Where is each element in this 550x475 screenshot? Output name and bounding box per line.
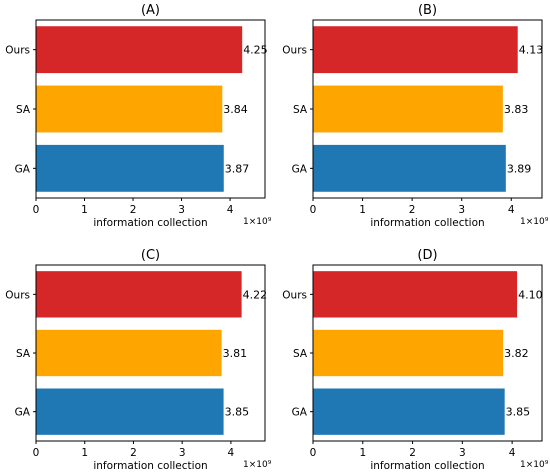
- chart-title: (B): [418, 3, 437, 18]
- bar-sa: [36, 330, 222, 376]
- y-tick-label: SA: [16, 104, 31, 116]
- x-tick-label: 1: [81, 447, 88, 459]
- bar-ours: [313, 271, 517, 317]
- y-tick-label: Ours: [5, 45, 30, 57]
- x-tick-label: 3: [179, 447, 186, 459]
- x-tick-label: 4: [508, 204, 515, 216]
- x-tick-label: 4: [227, 204, 234, 216]
- x-tick-label: 2: [130, 204, 137, 216]
- x-tick-label: 0: [310, 204, 317, 216]
- chart-title: (C): [141, 248, 160, 263]
- data-label-ga: 3.85: [225, 406, 250, 419]
- x-tick-label: 4: [228, 447, 235, 459]
- data-label-ga: 3.85: [506, 406, 531, 419]
- data-label-sa: 3.81: [223, 347, 248, 360]
- data-label-ours: 4.13: [519, 44, 544, 57]
- x-tick-label: 0: [33, 204, 40, 216]
- y-tick-label: SA: [16, 348, 31, 360]
- data-label-ours: 4.22: [243, 288, 268, 301]
- y-tick-label: GA: [292, 163, 308, 175]
- x-tick-label: 2: [409, 204, 416, 216]
- data-label-sa: 3.82: [504, 347, 529, 360]
- bar-ga: [313, 145, 506, 192]
- bar-sa: [313, 330, 503, 376]
- data-label-ga: 3.89: [507, 162, 532, 175]
- x-tick-label: 4: [509, 447, 516, 459]
- bar-ga: [36, 388, 224, 434]
- chart-panel-0: (A) 4.25 Ours 3.84 SA 3.87 GA 0 1 2 3 4 information …: [5, 3, 271, 229]
- bar-ours: [36, 271, 242, 317]
- x-axis-label: information collection: [370, 460, 484, 472]
- x-axis-label: information collection: [370, 217, 484, 229]
- chart-title: (D): [417, 248, 437, 263]
- x-tick-label: 0: [310, 447, 317, 459]
- x-tick-label: 1: [359, 204, 366, 216]
- data-label-ours: 4.10: [518, 288, 543, 301]
- bar-ours: [313, 26, 518, 73]
- x-tick-label: 2: [409, 447, 416, 459]
- chart-panel-2: (C) 4.22 Ours 3.81 SA 3.85 GA 0 1 2 3 4 information …: [5, 248, 271, 472]
- bar-ga: [36, 145, 224, 192]
- y-tick-label: SA: [293, 104, 308, 116]
- x-axis-multiplier: 1×10⁹: [243, 460, 272, 470]
- y-tick-label: SA: [293, 348, 308, 360]
- y-tick-label: GA: [15, 407, 31, 419]
- y-tick-label: GA: [15, 163, 31, 175]
- y-tick-label: GA: [292, 407, 308, 419]
- x-tick-label: 1: [81, 204, 88, 216]
- x-tick-label: 1: [359, 447, 366, 459]
- data-label-sa: 3.84: [223, 103, 248, 116]
- bar-ga: [313, 388, 505, 434]
- x-tick-label: 3: [458, 204, 465, 216]
- data-label-ga: 3.87: [225, 162, 250, 175]
- x-tick-label: 3: [178, 204, 185, 216]
- data-label-ours: 4.25: [243, 44, 267, 57]
- chart-panel-1: (B) 4.13 Ours 3.83 SA 3.89 GA 0 1 2 3 4 information …: [282, 3, 548, 229]
- y-tick-label: Ours: [5, 289, 30, 301]
- x-axis-multiplier: 1×10⁹: [520, 217, 549, 227]
- y-tick-label: Ours: [282, 289, 307, 301]
- x-axis-multiplier: 1×10⁹: [520, 460, 549, 470]
- bar-ours: [36, 26, 242, 73]
- y-tick-label: Ours: [282, 45, 307, 57]
- data-label-sa: 3.83: [504, 103, 529, 116]
- x-axis-label: information collection: [93, 460, 207, 472]
- chart-panel-3: (D) 4.10 Ours 3.82 SA 3.85 GA 0 1 2 3 4 information …: [282, 248, 548, 472]
- x-tick-label: 3: [459, 447, 466, 459]
- x-tick-label: 0: [33, 447, 40, 459]
- bar-sa: [36, 86, 222, 133]
- x-tick-label: 2: [130, 447, 137, 459]
- x-axis-multiplier: 1×10⁹: [243, 217, 272, 227]
- bar-sa: [313, 86, 503, 133]
- chart-title: (A): [141, 3, 160, 18]
- x-axis-label: information collection: [93, 217, 207, 229]
